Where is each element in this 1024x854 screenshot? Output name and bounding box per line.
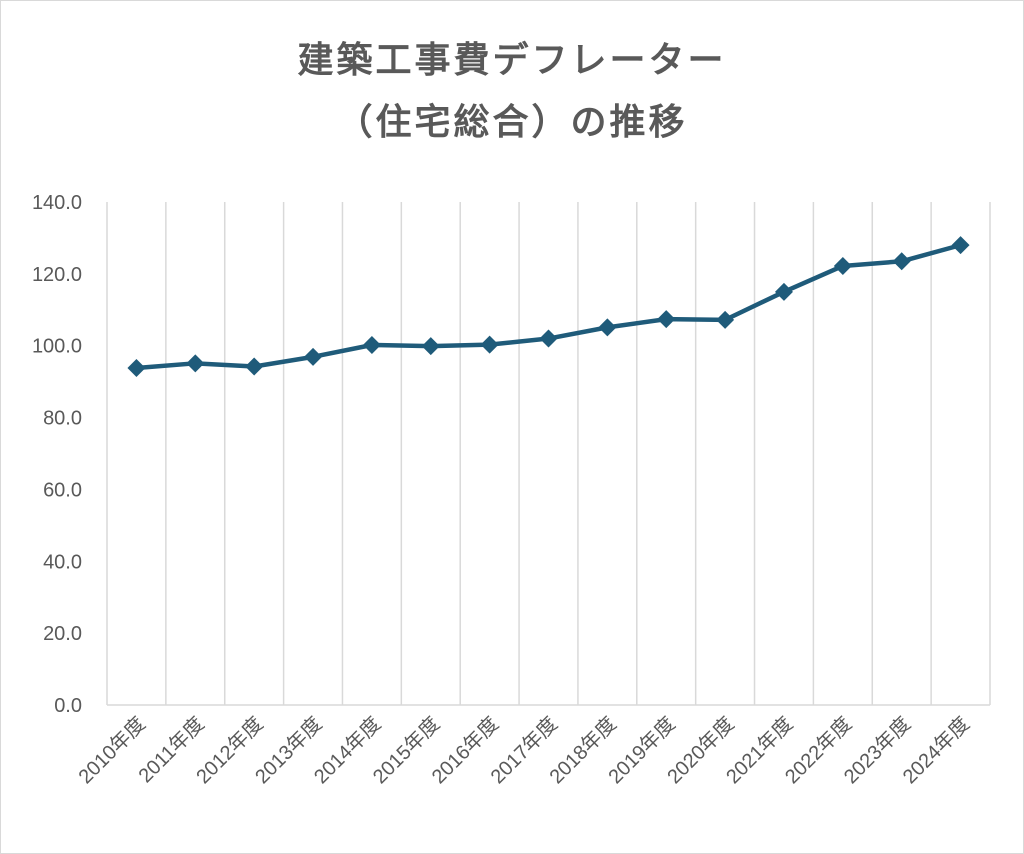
y-tick-label: 0.0: [54, 695, 82, 717]
data-point-marker: [362, 335, 381, 354]
data-point-marker: [774, 282, 793, 301]
data-point-marker: [245, 357, 264, 376]
chart-title: 建築工事費デフレーター （住宅総合）の推移: [0, 30, 1024, 154]
data-point-marker: [539, 329, 558, 348]
data-point-marker: [892, 252, 911, 271]
y-tick-label: 40.0: [43, 551, 82, 573]
data-point-marker: [657, 310, 676, 329]
y-tick-label: 100.0: [32, 336, 82, 358]
data-point-marker: [304, 347, 323, 366]
y-tick-label: 80.0: [43, 408, 82, 430]
chart-title-line-2: （住宅総合）の推移: [336, 102, 688, 143]
data-point-marker: [127, 358, 146, 377]
chart-title-line-1: 建築工事費デフレーター: [297, 40, 727, 81]
data-point-marker: [598, 318, 617, 337]
data-point-marker: [186, 354, 205, 373]
data-point-marker: [951, 236, 970, 255]
data-point-marker: [833, 256, 852, 275]
y-tick-label: 140.0: [32, 192, 82, 214]
y-tick-label: 20.0: [43, 623, 82, 645]
y-tick-label: 120.0: [32, 264, 82, 286]
data-point-marker: [480, 335, 499, 354]
data-point-marker: [716, 310, 735, 329]
data-point-marker: [421, 337, 440, 356]
y-tick-label: 60.0: [43, 479, 82, 501]
